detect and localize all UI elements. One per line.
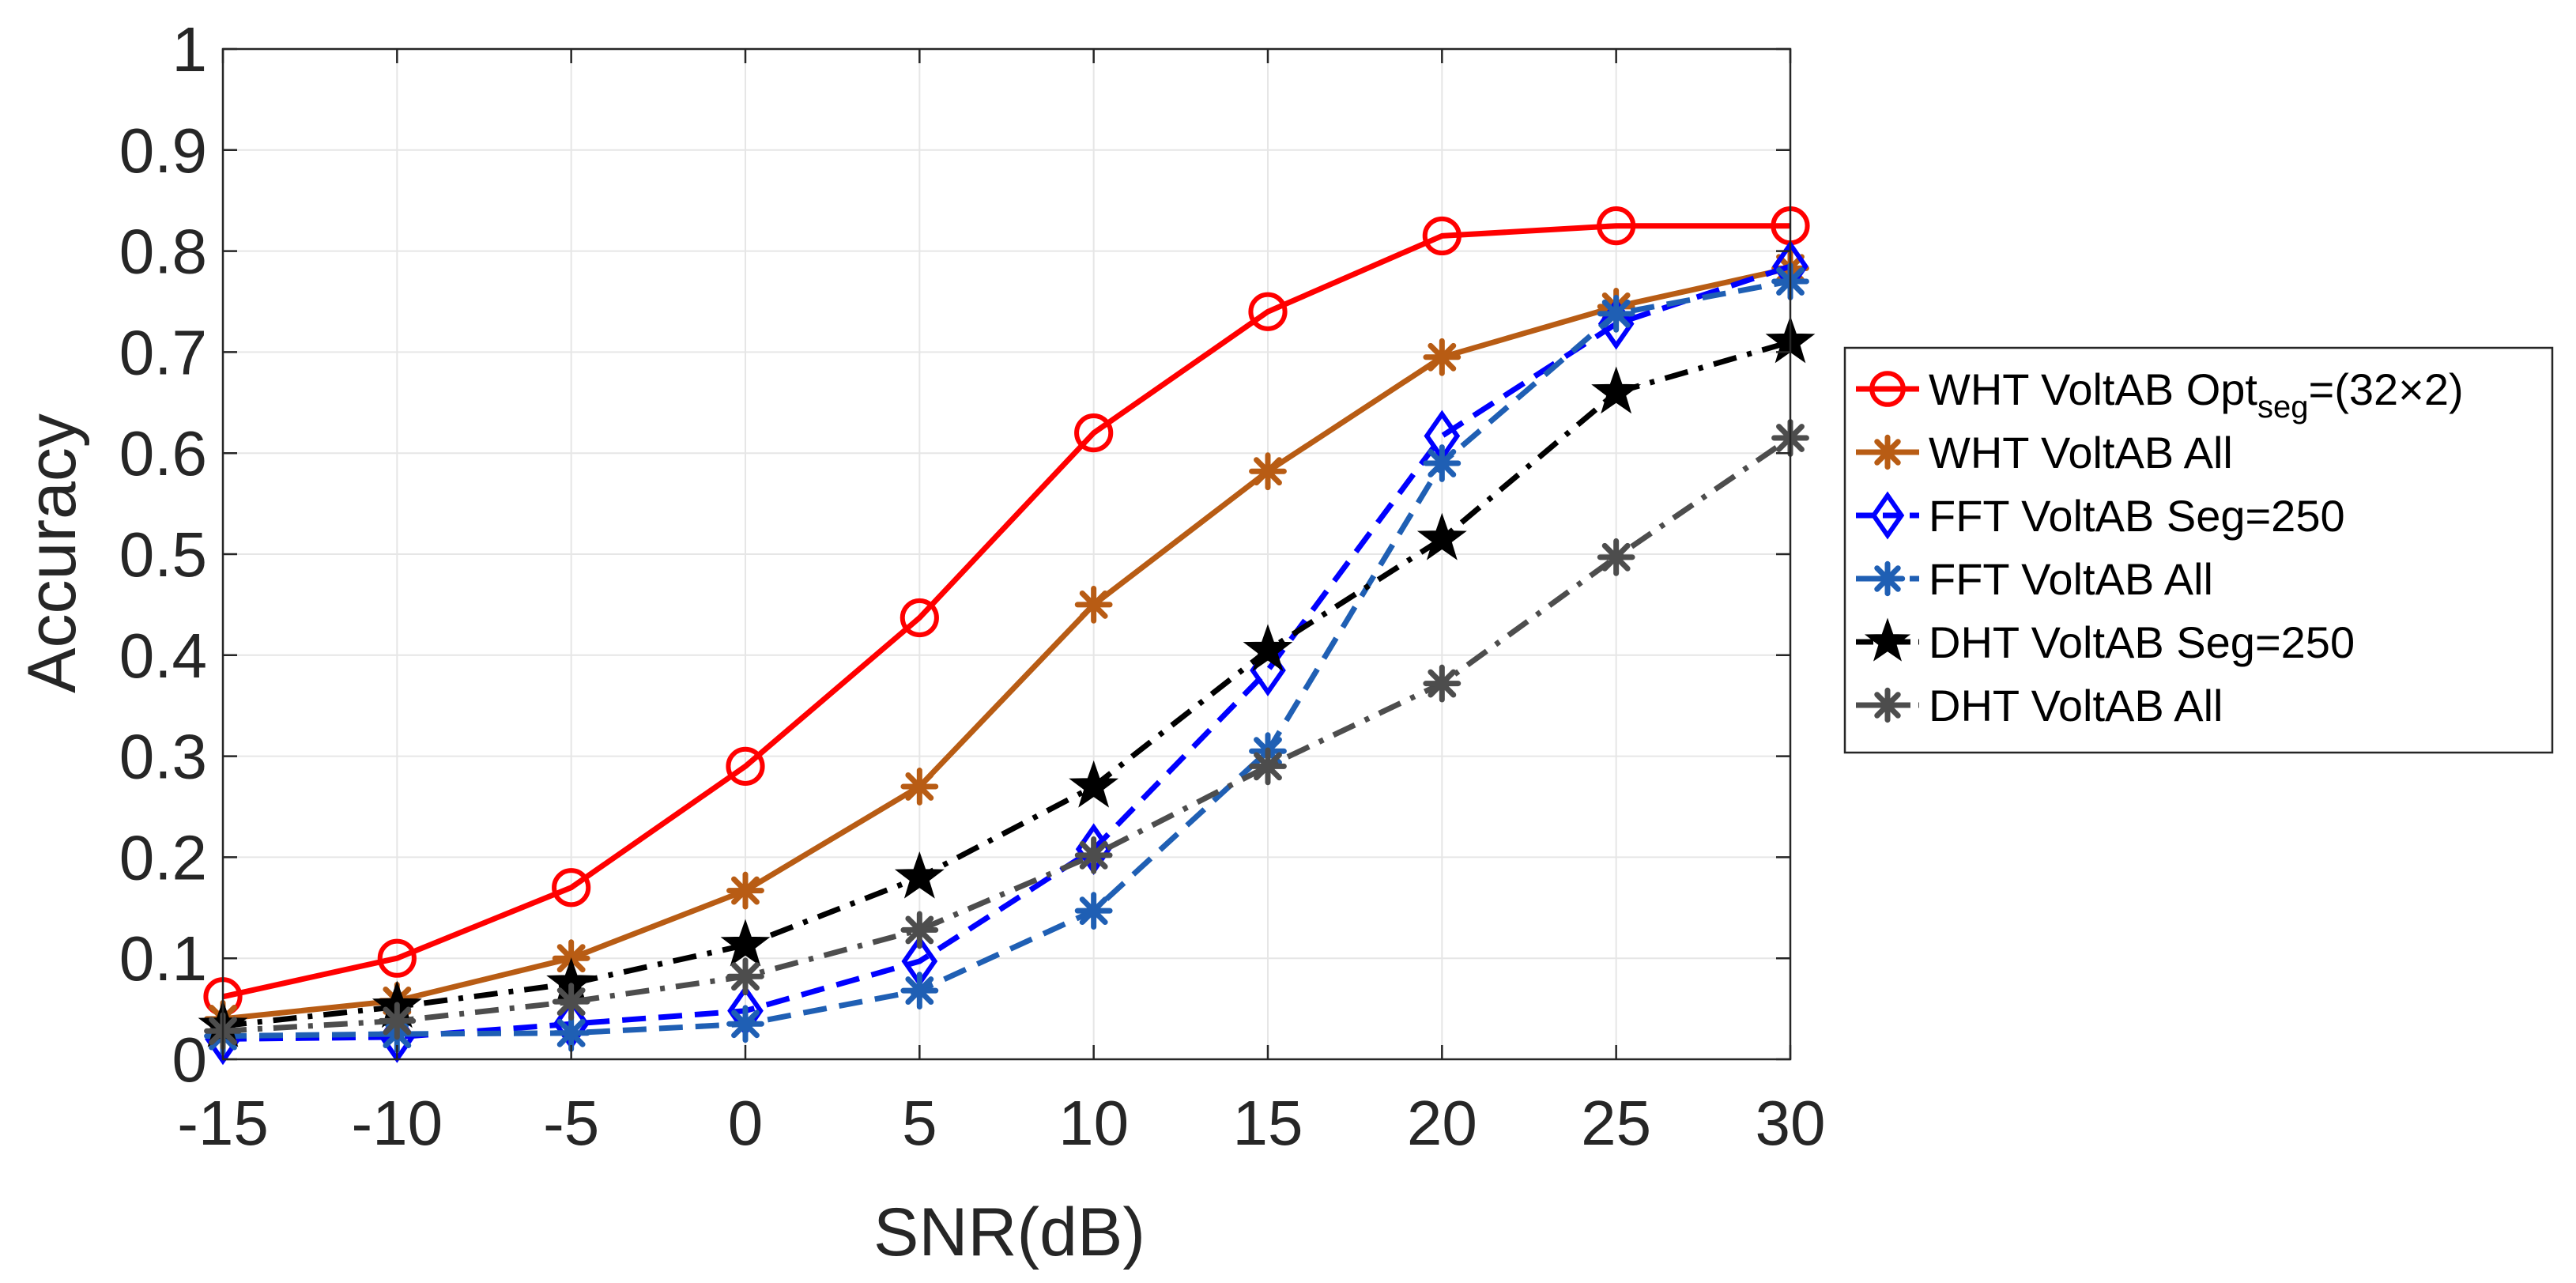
series-line	[222, 263, 1792, 1042]
data-point-marker	[552, 983, 590, 1021]
data-point-marker	[1248, 292, 1288, 331]
data-point-marker	[726, 746, 765, 786]
data-point-marker	[1243, 624, 1293, 672]
x-axis-title: SNR(dB)	[873, 1194, 1145, 1270]
data-point-marker	[726, 1005, 764, 1043]
x-tick-label: -5	[543, 1088, 599, 1158]
legend-item-5: DHT VoltAB Seg=250	[1856, 617, 2355, 667]
y-tick-label: 0	[172, 1025, 208, 1095]
data-point-marker	[1423, 664, 1461, 703]
tick-labels: -15 -10 -5 0 5 10 15 20 25 30 0 0.1 0.2 0.3 0.4 0.5 0.6 0…	[119, 14, 1826, 1158]
legend-label: WHT VoltAB All	[1929, 428, 2233, 477]
x-tick-label: 25	[1581, 1088, 1651, 1158]
data-point-marker	[552, 1013, 590, 1052]
plot-frame	[221, 47, 1792, 1061]
data-point-marker	[900, 972, 939, 1009]
data-point-marker	[900, 911, 939, 949]
x-tick-label: -10	[352, 1088, 443, 1158]
data-point-marker	[1597, 538, 1635, 576]
legend-label: DHT VoltAB Seg=250	[1929, 617, 2355, 667]
legend-item-4: FFT VoltAB All	[1856, 554, 2213, 604]
x-tick-label: 10	[1058, 1088, 1129, 1158]
data-point-marker	[377, 938, 417, 978]
legend-item-2: WHT VoltAB All	[1856, 428, 2233, 477]
data-point-marker	[1423, 444, 1461, 482]
data-point-marker	[1423, 338, 1461, 376]
data-point-marker	[552, 868, 591, 908]
legend-marker	[1869, 371, 1906, 407]
legend-marker	[1869, 560, 1906, 597]
data-point-marker	[894, 851, 945, 899]
y-tick-label: 1	[172, 14, 208, 85]
legend-marker	[1869, 434, 1906, 470]
y-tick-label: 0.2	[119, 822, 207, 892]
y-tick-label: 0.4	[119, 621, 207, 691]
x-tick-label: 0	[728, 1088, 764, 1158]
y-tick-label: 0.6	[119, 418, 207, 489]
x-tick-label: 5	[902, 1088, 937, 1158]
series-line	[222, 339, 1791, 1029]
series-line	[222, 265, 1791, 1022]
data-point-marker	[1074, 413, 1114, 453]
legend-box	[1843, 346, 2554, 754]
data-point-marker	[900, 768, 939, 806]
data-point-marker	[1597, 297, 1635, 350]
axes	[221, 47, 1792, 1061]
legend-label: DHT VoltAB All	[1929, 681, 2223, 730]
data-point-marker	[720, 919, 771, 967]
legend-item-3: FFT VoltAB Seg=250	[1856, 491, 2345, 541]
legend-label: FFT VoltAB All	[1929, 554, 2213, 604]
data-point-marker	[1074, 586, 1113, 624]
data-point-marker	[1074, 892, 1113, 930]
x-tick-label: -15	[177, 1088, 269, 1158]
series-line	[222, 436, 1792, 1034]
data-point-marker	[1597, 206, 1636, 246]
y-tick-label: 0.1	[119, 923, 207, 994]
series-line	[222, 223, 1790, 1000]
y-axis-title: Accuracy	[14, 413, 90, 693]
legend-item-6: DHT VoltAB All	[1856, 681, 2223, 730]
x-tick-label: 30	[1756, 1088, 1826, 1158]
x-tick-label: 15	[1233, 1088, 1303, 1158]
legend-marker	[1870, 491, 1905, 540]
data-point-marker	[900, 598, 939, 638]
y-tick-label: 0.3	[119, 722, 207, 792]
y-tick-label: 0.7	[119, 317, 207, 387]
y-tick-label: 0.8	[119, 217, 207, 287]
legend: WHT VoltAB Optseg=(32×2)WHT VoltAB AllFF…	[1843, 346, 2554, 754]
data-point-marker	[1249, 452, 1287, 491]
legend-label: FFT VoltAB Seg=250	[1929, 491, 2345, 541]
data-point-marker	[726, 957, 764, 996]
data-point-marker	[1591, 366, 1642, 414]
series-layer	[198, 206, 1816, 1066]
data-point-marker	[1069, 760, 1119, 808]
x-tick-label: 20	[1407, 1088, 1477, 1158]
legend-marker	[1864, 617, 1911, 662]
data-point-marker	[726, 871, 764, 910]
y-tick-label: 0.5	[119, 519, 207, 590]
data-point-marker	[1074, 836, 1113, 874]
data-point-marker	[1249, 747, 1287, 786]
y-tick-label: 0.9	[119, 115, 207, 186]
legend-marker	[1869, 687, 1906, 723]
data-point-marker	[1597, 294, 1635, 333]
data-point-marker	[1416, 512, 1467, 560]
data-point-marker	[378, 1002, 417, 1040]
data-point-marker	[1422, 216, 1461, 256]
series-line	[222, 278, 1791, 1040]
